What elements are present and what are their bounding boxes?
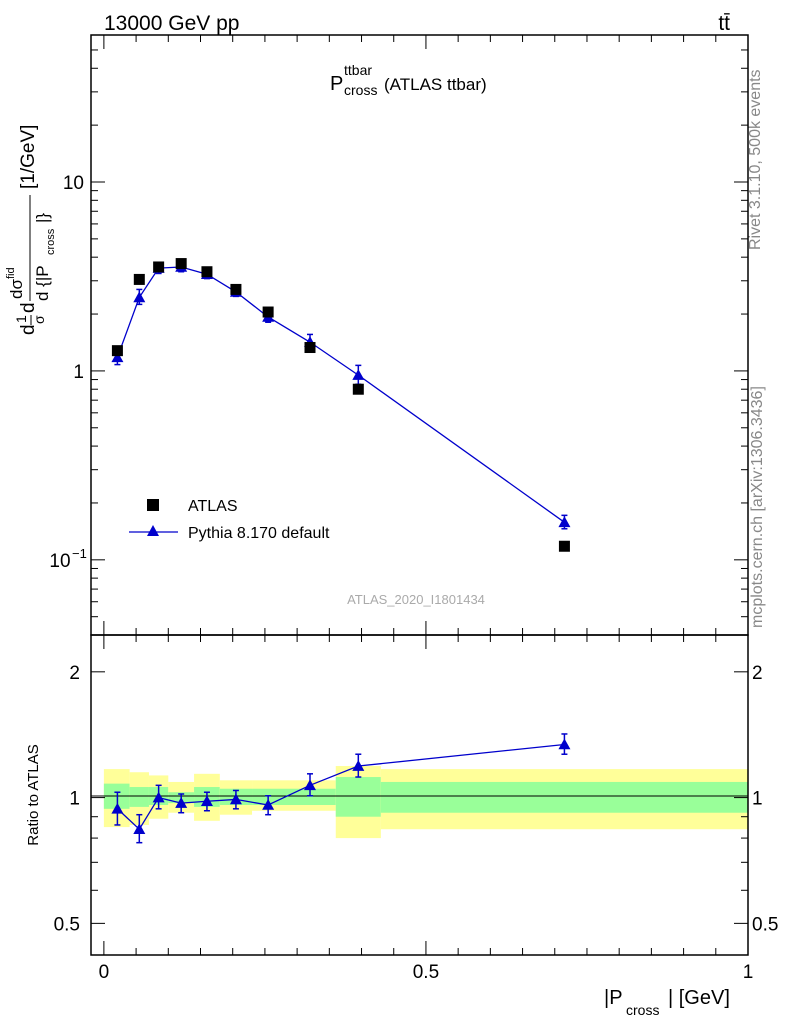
legend: ATLAS Pythia 8.170 default bbox=[129, 498, 330, 542]
main-data-layer bbox=[111, 258, 571, 552]
atlas-point bbox=[153, 261, 165, 273]
ratio-panel: 0.5 0.5 1 1 2 2 0 0.5 1 Ratio to ATLAS |P cross … bbox=[25, 634, 778, 1018]
ratio-plot-frame bbox=[90, 634, 749, 956]
svg-text:cross: cross bbox=[45, 228, 57, 255]
ratio-y-tick-label-right: 0.5 bbox=[752, 914, 778, 935]
pythia-point bbox=[558, 516, 571, 528]
pythia-point bbox=[352, 369, 365, 380]
x-axis-label-rest: | [GeV] bbox=[668, 987, 730, 1009]
atlas-point bbox=[133, 273, 145, 285]
ratio-pythia-point bbox=[262, 799, 275, 810]
atlas-point bbox=[262, 306, 274, 318]
x-tick-label: 1 bbox=[743, 962, 754, 983]
atlas-point bbox=[201, 266, 213, 278]
pythia-point bbox=[111, 351, 124, 363]
svg-text:|}: |} bbox=[33, 213, 52, 223]
ratio-pythia-point bbox=[133, 823, 146, 835]
main-y-tick-label: 10 bbox=[63, 173, 84, 194]
svg-text:d: d bbox=[18, 324, 39, 335]
x-axis-label-main: |P bbox=[604, 987, 623, 1009]
ratio-y-tick-label: 2 bbox=[69, 663, 80, 684]
main-y-axis-label: d 1 σ d dσ fid d {|P cross |} [1/GeV] bbox=[5, 125, 57, 335]
pythia-point bbox=[133, 291, 146, 303]
svg-text:1: 1 bbox=[13, 315, 29, 323]
ratio-band-inner bbox=[380, 781, 748, 813]
ratio-band-inner bbox=[252, 788, 336, 806]
mcplots-credit-label: mcplots.cern.ch [arXiv:1306.3436] bbox=[749, 386, 766, 628]
main-title: P bbox=[330, 73, 343, 95]
svg-text:fid: fid bbox=[5, 267, 17, 279]
ratio-y-tick-label-right: 1 bbox=[752, 789, 763, 810]
analysis-watermark: ATLAS_2020_I1801434 bbox=[347, 592, 485, 607]
rivet-version-label: Rivet 3.1.10, 500k events bbox=[747, 69, 764, 250]
atlas-point bbox=[352, 383, 364, 395]
legend-marker-pythia bbox=[147, 525, 159, 536]
svg-text:d: d bbox=[18, 302, 39, 313]
ratio-pythia-point bbox=[175, 797, 188, 808]
atlas-point bbox=[175, 258, 187, 270]
ratio-y-tick-label: 1 bbox=[69, 789, 80, 810]
x-tick-label: 0.5 bbox=[413, 962, 439, 983]
svg-text:d {|P: d {|P bbox=[33, 265, 52, 301]
main-title-superscript: ttbar bbox=[344, 62, 372, 78]
ratio-pythia-point bbox=[352, 760, 365, 771]
ratio-pythia-point bbox=[152, 791, 165, 803]
ratio-band-inner bbox=[335, 777, 381, 817]
ratio-pythia-point bbox=[111, 802, 124, 814]
x-tick-label: 0 bbox=[99, 962, 110, 983]
header-process-label: tt̄ bbox=[718, 12, 730, 35]
svg-text:σ: σ bbox=[31, 315, 47, 324]
legend-marker-atlas bbox=[147, 499, 159, 511]
atlas-point bbox=[558, 540, 570, 552]
ratio-pythia-point bbox=[200, 795, 213, 807]
ratio-pythia-point bbox=[304, 779, 316, 791]
atlas-point bbox=[304, 342, 316, 354]
header-energy-label: 13000 GeV pp bbox=[104, 12, 239, 35]
ratio-data-layer bbox=[111, 733, 571, 844]
svg-text:[1/GeV]: [1/GeV] bbox=[18, 125, 39, 189]
ratio-band-inner bbox=[129, 787, 149, 807]
svg-text:dσ: dσ bbox=[7, 279, 26, 299]
main-title-subscript: cross bbox=[344, 82, 377, 98]
ratio-y-tick-label-right: 2 bbox=[752, 663, 763, 684]
main-y-tick-label: 1 bbox=[73, 362, 84, 383]
ratio-y-axis-label: Ratio to ATLAS bbox=[25, 744, 42, 845]
legend-label-pythia: Pythia 8.170 default bbox=[188, 525, 330, 542]
main-plot-frame bbox=[90, 34, 749, 636]
x-axis-label: |P cross | [GeV] bbox=[604, 987, 730, 1018]
ratio-y-tick-label: 0.5 bbox=[54, 914, 80, 935]
x-axis-label-subscript: cross bbox=[626, 1002, 659, 1018]
atlas-point bbox=[111, 345, 123, 357]
pythia-curve bbox=[116, 266, 565, 523]
atlas-point bbox=[230, 283, 242, 295]
ratio-pythia-point bbox=[558, 738, 571, 750]
ratio-pythia-curve bbox=[116, 743, 565, 831]
main-y-tick-label: 10 bbox=[49, 551, 70, 572]
ratio-pythia-point bbox=[229, 793, 242, 805]
main-y-tick-label-exponent: −1 bbox=[72, 546, 87, 561]
main-title-rest: (ATLAS ttbar) bbox=[384, 75, 487, 94]
legend-label-atlas: ATLAS bbox=[188, 498, 238, 515]
